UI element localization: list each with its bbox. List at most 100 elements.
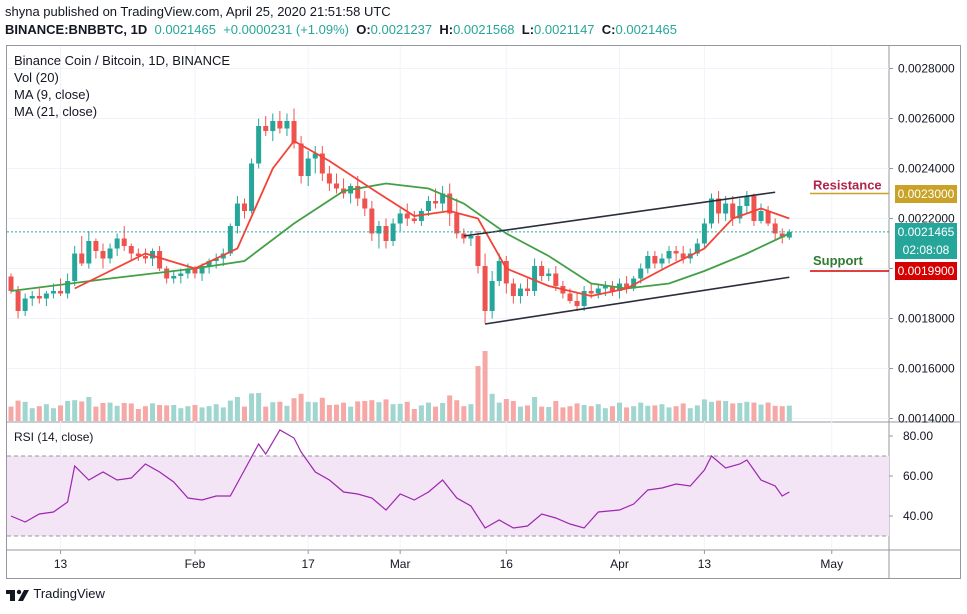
candle-body bbox=[440, 193, 446, 204]
candle-body bbox=[312, 153, 318, 159]
volume-bar bbox=[284, 405, 290, 421]
volume-bar bbox=[708, 401, 714, 421]
quote-line: BINANCE:BNBBTC, 1D 0.0021465 +0.0000231 … bbox=[5, 22, 677, 37]
volume-bar bbox=[178, 408, 184, 421]
candle-body bbox=[468, 236, 474, 239]
candle-body bbox=[171, 276, 177, 279]
volume-bar bbox=[447, 395, 453, 421]
candle-body bbox=[234, 203, 240, 226]
candle-body bbox=[631, 278, 637, 289]
candle-body bbox=[723, 203, 729, 214]
volume-bar bbox=[227, 400, 233, 421]
candle-body bbox=[29, 296, 35, 299]
volume-bar bbox=[503, 399, 509, 421]
candle-body bbox=[517, 288, 523, 296]
volume-bar bbox=[341, 402, 347, 421]
volume-bar bbox=[93, 406, 99, 421]
volume-bar bbox=[135, 409, 141, 421]
volume-bar bbox=[58, 405, 64, 421]
candle-body bbox=[142, 256, 148, 259]
candle-body bbox=[581, 291, 587, 306]
high-label: H: bbox=[439, 22, 454, 37]
candle-body bbox=[503, 261, 509, 284]
volume-bar bbox=[305, 401, 311, 421]
price-tick-label: 0.0018000 bbox=[898, 312, 955, 326]
volume-bar bbox=[164, 405, 170, 421]
volume-bar bbox=[411, 409, 417, 421]
volume-bar bbox=[29, 408, 35, 421]
volume-bar bbox=[150, 403, 156, 421]
candle-body bbox=[284, 121, 290, 129]
candle-body bbox=[22, 298, 28, 311]
candle-body bbox=[291, 121, 297, 144]
volume-bar bbox=[758, 404, 764, 421]
candle-body bbox=[425, 201, 431, 211]
volume-bar bbox=[517, 406, 523, 421]
volume-bar bbox=[298, 393, 304, 421]
volume-bar bbox=[631, 406, 637, 421]
candle-body bbox=[213, 258, 219, 261]
ma9-line bbox=[74, 139, 790, 297]
time-tick-label: 13 bbox=[698, 557, 712, 571]
volume-bar bbox=[171, 405, 177, 421]
rsi-tick-label: 60.00 bbox=[903, 469, 933, 483]
high-value: 0.0021568 bbox=[453, 22, 515, 37]
legend-ma9: MA (9, close) bbox=[14, 87, 90, 102]
volume-bar bbox=[199, 407, 205, 421]
candle-body bbox=[602, 286, 608, 289]
volume-bar bbox=[567, 406, 573, 421]
candle-body bbox=[199, 266, 205, 274]
candle-body bbox=[496, 261, 502, 281]
candle-body bbox=[128, 246, 134, 254]
volume-bar bbox=[220, 407, 226, 421]
volume-bar bbox=[645, 405, 651, 421]
candle-body bbox=[256, 126, 262, 164]
candle-body bbox=[93, 241, 99, 251]
time-tick-label: 13 bbox=[54, 557, 68, 571]
volume-bar bbox=[256, 393, 262, 421]
price-tick-label: 0.0026000 bbox=[898, 112, 955, 126]
volume-bar bbox=[461, 406, 467, 421]
candle-body bbox=[744, 196, 750, 206]
volume-bar bbox=[192, 405, 198, 421]
candle-body bbox=[157, 251, 163, 269]
rsi-tick-label: 40.00 bbox=[903, 509, 933, 523]
candle-body bbox=[447, 193, 453, 214]
candle-body bbox=[404, 213, 410, 219]
volume-bar bbox=[609, 406, 615, 421]
candle-body bbox=[525, 288, 531, 291]
candle-body bbox=[72, 253, 78, 281]
volume-bar bbox=[72, 400, 78, 421]
volume-bar bbox=[270, 402, 276, 421]
volume-bar bbox=[730, 403, 736, 421]
candle-body bbox=[277, 121, 283, 129]
volume-bar bbox=[779, 406, 785, 421]
candle-body bbox=[588, 291, 594, 294]
candle-body bbox=[298, 143, 304, 176]
volume-bar bbox=[786, 405, 792, 421]
chart-legend: Binance Coin / Bitcoin, 1D, BINANCE Vol … bbox=[14, 52, 230, 120]
candle-body bbox=[362, 198, 368, 209]
time-tick-label: Apr bbox=[610, 557, 629, 571]
time-tick-label: Mar bbox=[390, 557, 411, 571]
volume-bar bbox=[723, 401, 729, 421]
price-change: +0.0000231 (+1.09%) bbox=[223, 22, 349, 37]
volume-bar bbox=[348, 406, 354, 421]
volume-bar bbox=[185, 406, 191, 421]
volume-bar bbox=[263, 406, 269, 421]
resistance-annotation: Resistance bbox=[813, 178, 882, 193]
volume-bar bbox=[369, 400, 375, 421]
candle-body bbox=[107, 248, 113, 259]
volume-bar bbox=[319, 397, 325, 421]
chart-frame bbox=[6, 45, 961, 579]
footer-brand[interactable]: TradingView bbox=[6, 586, 105, 608]
candle-body bbox=[595, 288, 601, 294]
candle-body bbox=[263, 126, 269, 131]
volume-bar bbox=[36, 406, 42, 421]
support-annotation: Support bbox=[813, 253, 863, 268]
time-tick-label: Feb bbox=[185, 557, 206, 571]
last-price: 0.0021465 bbox=[154, 22, 216, 37]
volume-bar bbox=[525, 405, 531, 421]
volume-bar bbox=[142, 406, 148, 421]
volume-bar bbox=[107, 402, 113, 421]
